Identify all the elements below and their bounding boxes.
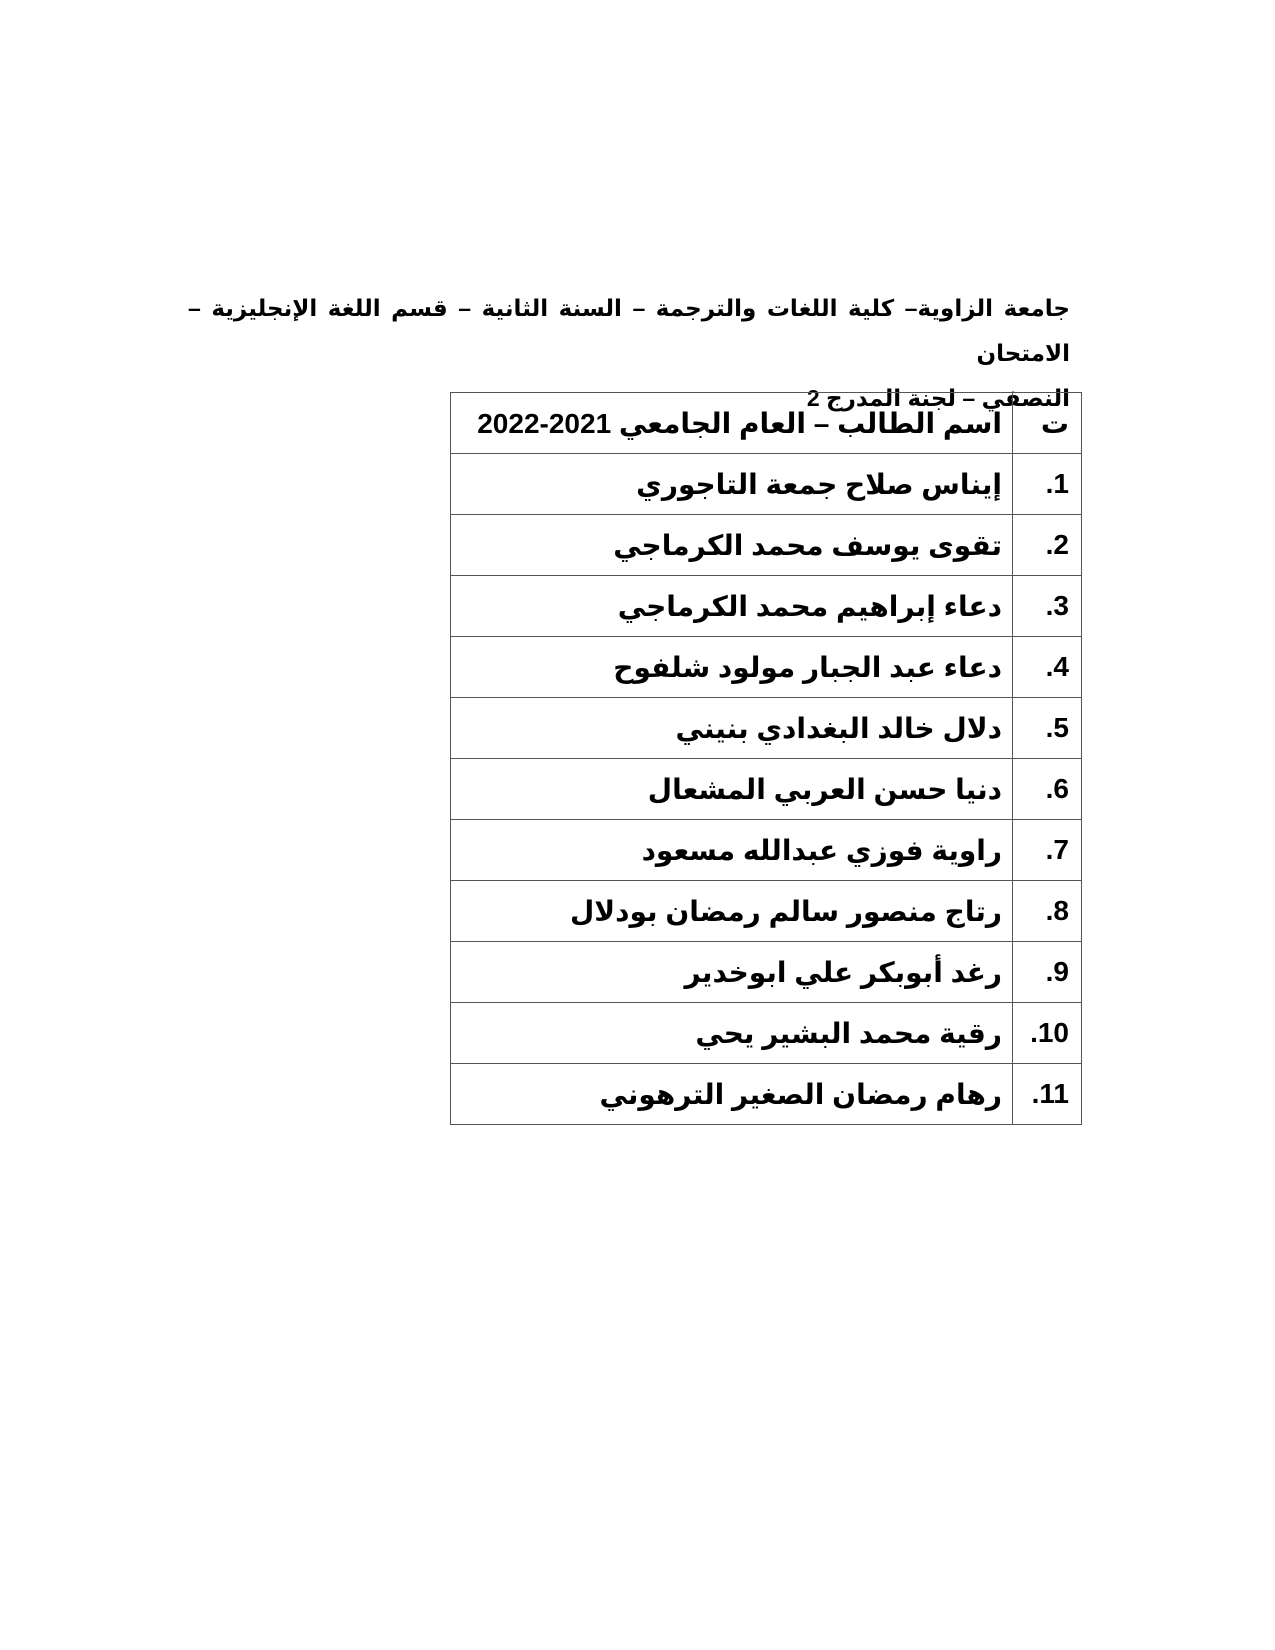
row-number: 7. [1012, 819, 1082, 881]
student-name: دعاء إبراهيم محمد الكرماجي [450, 575, 1013, 637]
table-row: 4. دعاء عبد الجبار مولود شلفوح [450, 636, 1082, 698]
table-row: 11. رهام رمضان الصغير الترهوني [450, 1063, 1082, 1125]
student-name: رهام رمضان الصغير الترهوني [450, 1063, 1013, 1125]
student-name: تقوى يوسف محمد الكرماجي [450, 514, 1013, 576]
table-row: 9. رغد أبوبكر علي ابوخدير [450, 941, 1082, 1003]
row-number: 11. [1012, 1063, 1082, 1125]
row-number: 4. [1012, 636, 1082, 698]
student-name: دلال خالد البغدادي بنيني [450, 697, 1013, 759]
student-name: رغد أبوبكر علي ابوخدير [450, 941, 1013, 1003]
student-name: راوية فوزي عبدالله مسعود [450, 819, 1013, 881]
table-row: 8. رتاج منصور سالم رمضان بودلال [450, 880, 1082, 942]
table-row: 2. تقوى يوسف محمد الكرماجي [450, 514, 1082, 576]
row-number: 8. [1012, 880, 1082, 942]
student-name: إيناس صلاح جمعة التاجوري [450, 453, 1013, 515]
heading-line-1: جامعة الزاوية– كلية اللغات والترجمة – ال… [188, 295, 1070, 366]
table-row: 10. رقية محمد البشير يحي [450, 1002, 1082, 1064]
student-name: دعاء عبد الجبار مولود شلفوح [450, 636, 1013, 698]
row-number: 10. [1012, 1002, 1082, 1064]
row-number: 3. [1012, 575, 1082, 637]
row-number: 9. [1012, 941, 1082, 1003]
students-table: ت اسم الطالب – العام الجامعي 2021-2022 1… [450, 392, 1082, 1125]
row-number: 6. [1012, 758, 1082, 820]
student-name: رتاج منصور سالم رمضان بودلال [450, 880, 1013, 942]
student-name: دنيا حسن العربي المشعال [450, 758, 1013, 820]
student-name: رقية محمد البشير يحي [450, 1002, 1013, 1064]
table-row: 5. دلال خالد البغدادي بنيني [450, 697, 1082, 759]
table-row: 1. إيناس صلاح جمعة التاجوري [450, 453, 1082, 515]
header-num: ت [1012, 392, 1082, 454]
table-row: 7. راوية فوزي عبدالله مسعود [450, 819, 1082, 881]
table-header-row: ت اسم الطالب – العام الجامعي 2021-2022 [450, 392, 1082, 454]
header-name: اسم الطالب – العام الجامعي 2021-2022 [450, 392, 1013, 454]
row-number: 5. [1012, 697, 1082, 759]
table-row: 6. دنيا حسن العربي المشعال [450, 758, 1082, 820]
row-number: 2. [1012, 514, 1082, 576]
table-row: 3. دعاء إبراهيم محمد الكرماجي [450, 575, 1082, 637]
row-number: 1. [1012, 453, 1082, 515]
